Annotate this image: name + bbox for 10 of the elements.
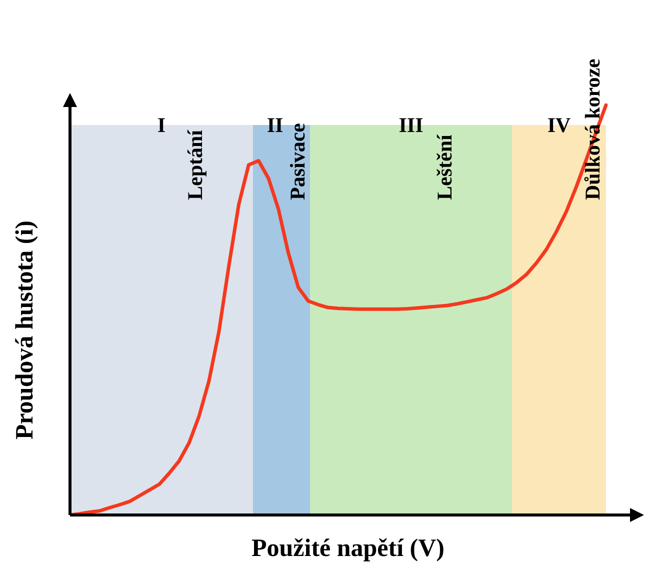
annotation: I xyxy=(157,113,166,137)
x-axis-title: Použité napětí (V) xyxy=(251,534,445,562)
annotation: Leptání xyxy=(182,128,207,200)
annotation: II xyxy=(266,113,284,137)
y-axis-title: Proudová hustota (i) xyxy=(11,220,38,440)
annotation: IV xyxy=(547,113,571,137)
annotation: III xyxy=(398,113,424,137)
annotation: Důlková koroze xyxy=(580,58,604,200)
annotation: Pasivace xyxy=(285,123,310,200)
annotation: Leštění xyxy=(432,134,456,200)
